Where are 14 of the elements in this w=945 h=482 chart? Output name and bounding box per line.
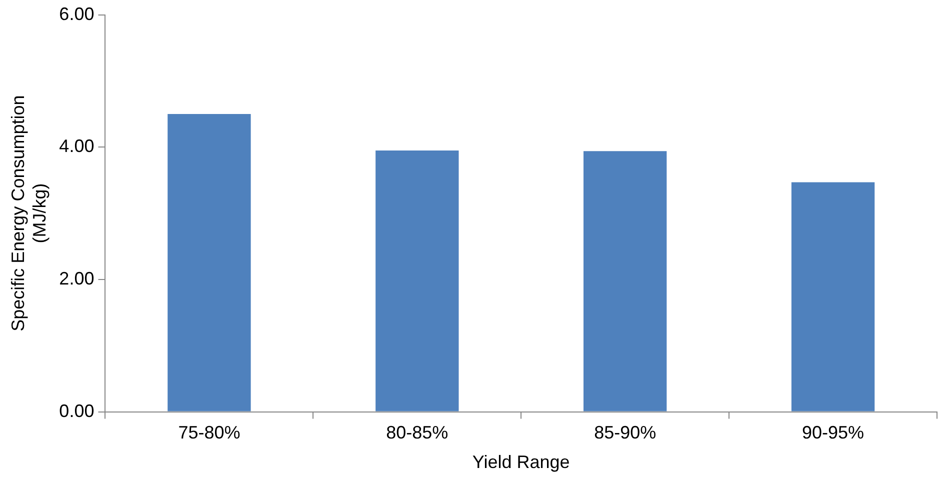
x-tick-label: 80-85% xyxy=(386,422,448,443)
y-tick-label: 6.00 xyxy=(59,4,94,24)
y-tick-label: 4.00 xyxy=(59,136,94,156)
y-tick-label: 2.00 xyxy=(59,268,94,288)
bar xyxy=(376,150,459,412)
bar xyxy=(584,151,667,412)
x-tick-label: 75-80% xyxy=(178,422,240,443)
x-axis-title: Yield Range xyxy=(472,452,570,472)
y-axis-title: Specific Energy Consumption (MJ/kg) xyxy=(8,95,50,332)
x-tick-label: 85-90% xyxy=(594,422,656,443)
x-tick-label: 90-95% xyxy=(802,422,864,443)
y-tick-label: 0.00 xyxy=(59,400,94,421)
bar xyxy=(168,114,251,412)
bar xyxy=(791,182,875,412)
